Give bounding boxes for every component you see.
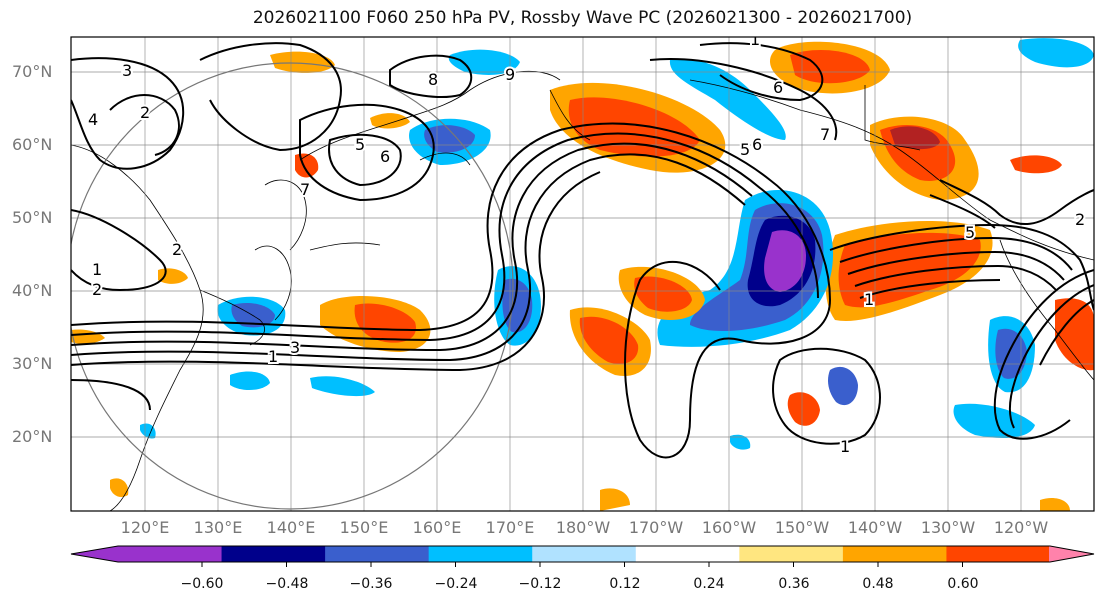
contour-label: 1 xyxy=(268,347,278,366)
contour-label: 2 xyxy=(1075,210,1085,229)
contour-label: 6 xyxy=(773,78,783,97)
contour-label: 3 xyxy=(122,61,132,80)
reference-circle xyxy=(71,62,514,510)
colorbar-tick-label: 0.24 xyxy=(693,576,725,592)
lat-label-30n: 30°N xyxy=(12,354,53,373)
lon-label: 120°E xyxy=(120,518,170,537)
colorbar-tick-label: −0.12 xyxy=(518,576,562,592)
lon-label: 160°E xyxy=(412,518,462,537)
contour-label: 2 xyxy=(92,280,102,299)
colorbar-tick-label: −0.60 xyxy=(180,576,224,592)
contour-label: 7 xyxy=(300,180,310,199)
lon-label: 150°E xyxy=(339,518,389,537)
colorbar-tick-label: 0.12 xyxy=(609,576,641,592)
contour-label: 1 xyxy=(750,30,760,49)
lon-label: 170°W xyxy=(628,518,684,537)
contour-label: 6 xyxy=(380,147,390,166)
contour-label: 5 xyxy=(740,140,750,159)
contour-label: 9 xyxy=(505,65,515,84)
colorbar-tick-label: −0.48 xyxy=(265,576,309,592)
lon-label: 130°E xyxy=(193,518,243,537)
contour-label: 6 xyxy=(752,135,762,154)
lon-label: 180°W xyxy=(555,518,611,537)
lon-label: 130°W xyxy=(920,518,976,537)
contour-labels: 3 2 4 5 6 7 8 9 2 1 2 3 1 5 6 7 1 6 1 2 … xyxy=(86,30,1087,458)
lat-label-60n: 60°N xyxy=(12,135,53,154)
contour-label: 7 xyxy=(820,125,830,144)
positive-anomaly-east-edge xyxy=(1055,298,1094,371)
map-frame xyxy=(70,36,1095,512)
gridlines xyxy=(71,37,1094,511)
contour-label: 1 xyxy=(92,260,102,279)
lat-label-70n: 70°N xyxy=(12,62,53,81)
lat-label-50n: 50°N xyxy=(12,208,53,227)
contour-label: 1 xyxy=(840,437,850,456)
contour-label: 1 xyxy=(864,290,874,309)
chart-title: 2026021100 F060 250 hPa PV, Rossby Wave … xyxy=(252,8,913,28)
contour-label: 4 xyxy=(88,110,98,129)
contour-label: 3 xyxy=(290,338,300,357)
lon-label: 140°E xyxy=(266,518,316,537)
colorbar-tick-label: 0.60 xyxy=(947,576,979,592)
lon-label: 160°W xyxy=(701,518,757,537)
colorbar-tick-label: 0.36 xyxy=(778,576,810,592)
lon-label: 120°W xyxy=(993,518,1049,537)
contour-label: 5 xyxy=(965,223,975,242)
contour-label: 2 xyxy=(140,103,150,122)
contour-label: 2 xyxy=(172,240,182,259)
colorbar-tick-label: −0.24 xyxy=(434,576,478,592)
contour-label: 5 xyxy=(355,135,365,154)
lat-label-40n: 40°N xyxy=(12,281,53,300)
contour-label: 8 xyxy=(428,70,438,89)
colorbar-tick-label: 0.48 xyxy=(862,576,894,592)
lat-label-20n: 20°N xyxy=(12,427,53,446)
colorbar-tick-label: −0.36 xyxy=(349,576,393,592)
lon-label: 140°W xyxy=(847,518,903,537)
lon-label: 170°E xyxy=(485,518,535,537)
pv-contours xyxy=(71,42,1094,459)
lon-label: 150°W xyxy=(774,518,830,537)
